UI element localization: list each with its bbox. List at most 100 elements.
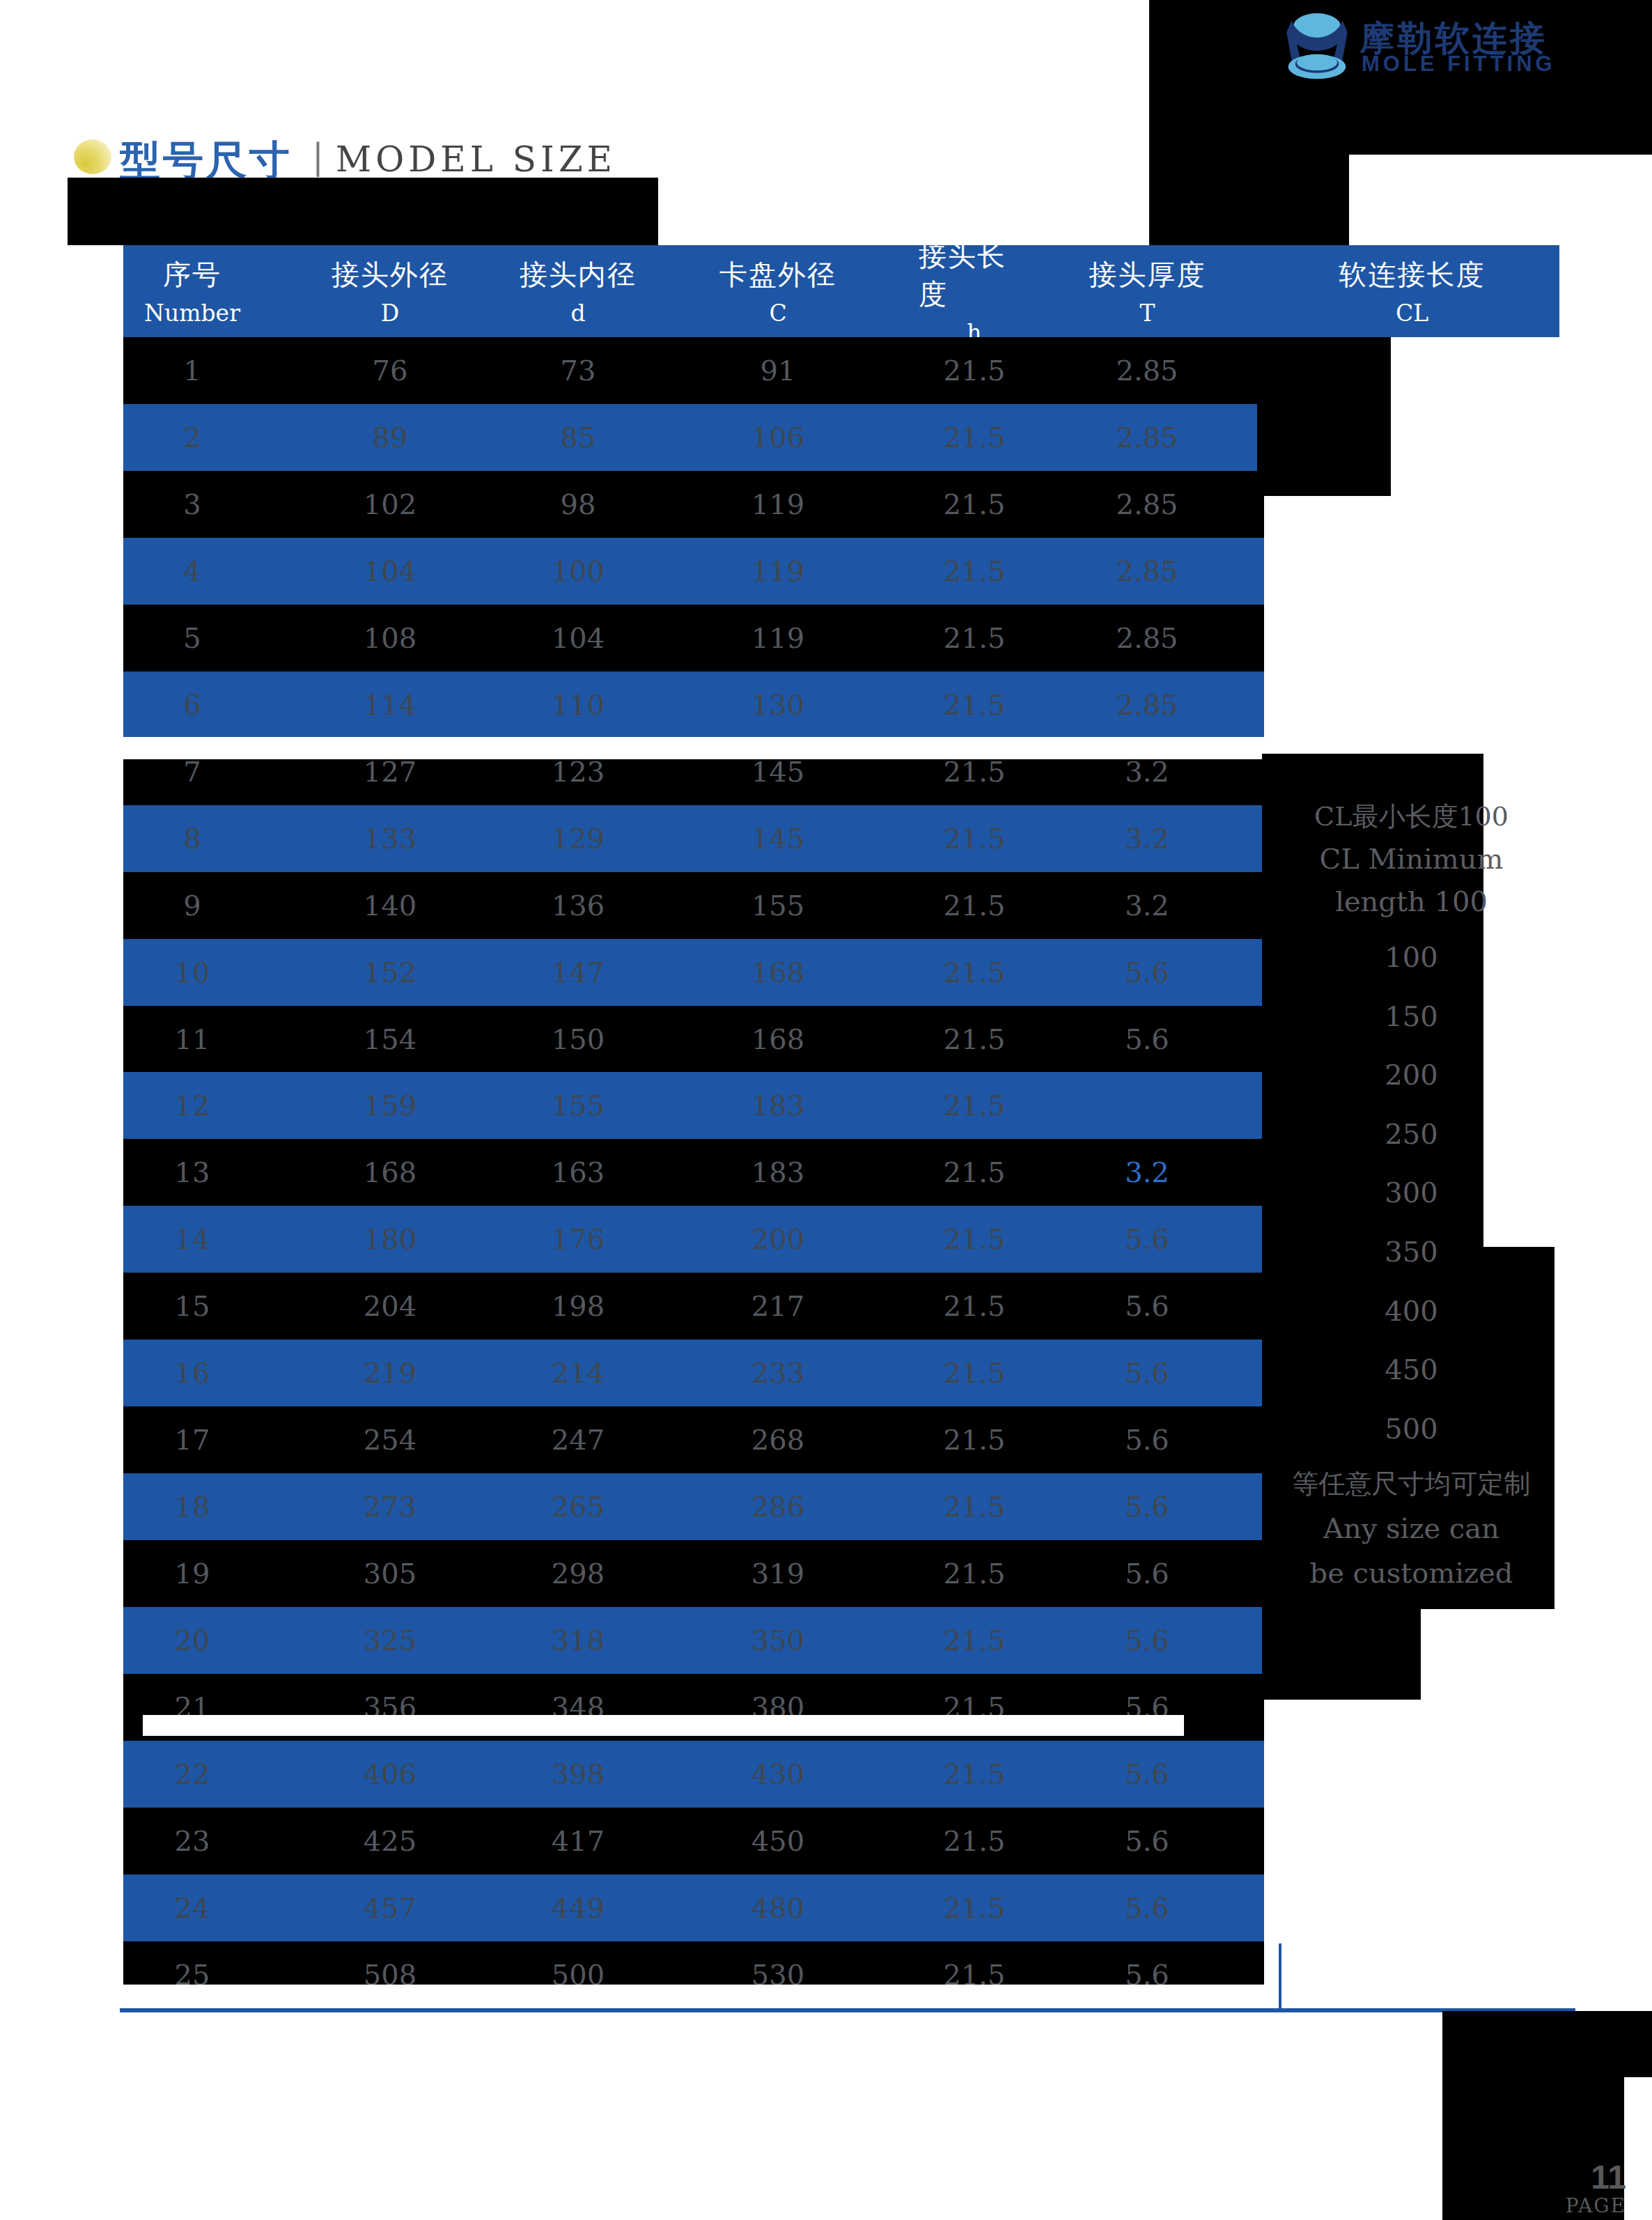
table-cell: 480 [637, 1892, 919, 1924]
page-number: 11 [1497, 2158, 1626, 2196]
header-cell-d: 接头内径d [519, 256, 637, 327]
table-cell: 2 [123, 421, 261, 453]
table-cell: 286 [637, 1491, 919, 1523]
table-cell: 110 [519, 689, 637, 721]
table-cell: 129 [519, 823, 637, 855]
transparency-artifact [143, 1715, 1184, 1736]
table-row: 2240639843021.55.6 [123, 1741, 1264, 1808]
table-cell: 417 [519, 1825, 637, 1857]
table-cell: 12 [123, 1089, 261, 1121]
table-cell: 21.5 [919, 1624, 1030, 1656]
table-cell: 3.2 [1030, 756, 1264, 788]
table-cell: 3.2 [1030, 823, 1264, 855]
header-label-cn: 接头外径 [332, 256, 449, 294]
table-row: 410410011921.52.85 [123, 538, 1264, 605]
table-cell: 425 [261, 1825, 519, 1857]
table-cell: 130 [637, 689, 919, 721]
header-label-symbol: D [381, 300, 399, 327]
table-cell: 7 [123, 756, 261, 788]
table-cell: 21.5 [919, 1558, 1030, 1590]
table-row: 510810411921.52.85 [123, 605, 1264, 672]
table-cell: 21.5 [919, 1223, 1030, 1255]
table-cell: 233 [637, 1357, 919, 1389]
table-cell: 106 [637, 421, 919, 453]
header-label-cn: 序号 [163, 256, 221, 294]
header-label-symbol: Number [144, 300, 240, 327]
table-cell: 318 [519, 1624, 637, 1656]
table-cell: 21.5 [919, 1023, 1030, 1055]
table-row: 914013615521.53.2 [123, 872, 1264, 939]
table-cell: 91 [637, 355, 919, 387]
table-row: 31029811921.52.85 [123, 471, 1264, 538]
table-row: 2898510621.52.85 [123, 404, 1264, 471]
table-row: 1115415016821.55.6 [123, 1006, 1264, 1073]
table-cell: 14 [123, 1223, 261, 1255]
table-row: 611411013021.52.85 [123, 672, 1264, 738]
header-label-cn: 接头厚度 [1089, 256, 1206, 294]
header-cell-t: 接头厚度T [1030, 256, 1265, 327]
table-cell: 159 [261, 1089, 519, 1121]
table-cell: 5.6 [1030, 1223, 1264, 1255]
table-cell: 21.5 [919, 488, 1030, 520]
table-cell: 100 [519, 555, 637, 587]
table-cell: 5.6 [1030, 1624, 1264, 1656]
table-cell: 180 [261, 1223, 519, 1255]
ellipse-bullet-icon [74, 139, 111, 174]
table-cell: 5.6 [1030, 1357, 1264, 1389]
table-cell: 319 [637, 1558, 919, 1590]
table-cell: 21.5 [919, 1892, 1030, 1924]
table-cell: 168 [637, 956, 919, 988]
table-cell: 10 [123, 956, 261, 988]
table-cell: 21.5 [919, 355, 1030, 387]
table-cell: 305 [261, 1558, 519, 1590]
table-cell: 23 [123, 1825, 261, 1857]
table-cell: 8 [123, 823, 261, 855]
table-body: 176739121.52.852898510621.52.85310298119… [123, 337, 1264, 2008]
table-cell: 265 [519, 1491, 637, 1523]
table-cell: 21.5 [919, 689, 1030, 721]
table-cell: 21.5 [919, 622, 1030, 654]
table-cell: 21.5 [919, 1089, 1030, 1121]
table-row: 1015214716821.55.6 [123, 939, 1264, 1006]
header-label-symbol: CL [1396, 300, 1428, 327]
table-cell: 114 [261, 689, 519, 721]
table-cell: 147 [519, 956, 637, 988]
table-cell: 2.85 [1030, 421, 1264, 453]
cl-black-block [1262, 1247, 1554, 1609]
table-cell: 15 [123, 1290, 261, 1322]
table-cell: 21.5 [919, 956, 1030, 988]
header-label-cn: 接头内径 [520, 256, 637, 294]
table-cell: 168 [637, 1023, 919, 1055]
table-row: 176739121.52.85 [123, 337, 1264, 404]
table-cell: 19 [123, 1558, 261, 1590]
table-cell: 89 [261, 421, 519, 453]
table-cell: 5.6 [1030, 1758, 1264, 1790]
table-cell: 247 [519, 1424, 637, 1456]
table-cell: 5.6 [1030, 1424, 1264, 1456]
footer-black-block [1442, 2011, 1652, 2077]
table-cell: 450 [637, 1825, 919, 1857]
table-cell: 214 [519, 1357, 637, 1389]
logo-name-en: MOLE FITTING [1362, 52, 1652, 77]
table-row: 1930529831921.55.6 [123, 1540, 1264, 1607]
table-row: 1418017620021.55.6 [123, 1206, 1264, 1273]
table-cell: 21.5 [919, 1825, 1030, 1857]
table-cell: 21.5 [919, 421, 1030, 453]
title-separator: | [312, 137, 324, 177]
table-cell: 325 [261, 1624, 519, 1656]
top-black-band-lower [1149, 155, 1349, 245]
title-black-block [68, 178, 658, 245]
table-cell: 268 [637, 1424, 919, 1456]
table-cell: 85 [519, 421, 637, 453]
table-cell: 104 [519, 622, 637, 654]
table-cell: 2.85 [1030, 622, 1264, 654]
table-row: 1520419821721.55.6 [123, 1273, 1264, 1340]
transparency-artifact [123, 737, 1280, 759]
table-row: 1827326528621.55.6 [123, 1473, 1264, 1540]
table-cell: 21.5 [919, 1357, 1030, 1389]
table-cell: 127 [261, 756, 519, 788]
table-cell: 119 [637, 555, 919, 587]
table-cell: 2.85 [1030, 555, 1264, 587]
header-cell-h: 接头长度h [919, 237, 1030, 346]
table-cell: 219 [261, 1357, 519, 1389]
